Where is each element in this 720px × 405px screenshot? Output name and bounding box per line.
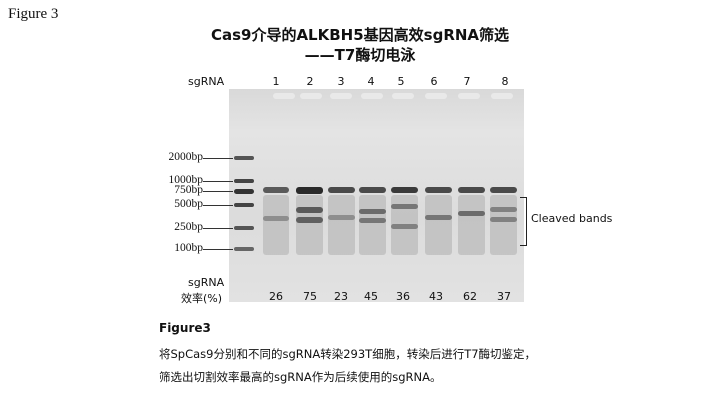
ladder-line: [203, 158, 233, 159]
lane-number: 2: [306, 75, 314, 88]
efficiency-value: 37: [497, 290, 511, 303]
gel-image: [229, 89, 524, 302]
efficiency-value: 75: [303, 290, 317, 303]
lane-number: 5: [397, 75, 405, 88]
caption-line-2: 筛选出切割效率最高的sgRNA作为后续使用的sgRNA。: [159, 370, 442, 384]
cleaved-bands-bracket: [520, 197, 527, 246]
lane-number: 4: [367, 75, 375, 88]
efficiency-header: sgRNA: [188, 276, 225, 289]
ladder-label: 100bp: [174, 242, 203, 254]
lane-number: 6: [430, 75, 438, 88]
efficiency-value: 23: [334, 290, 348, 303]
lane-number: 8: [501, 75, 509, 88]
ladder-label: 250bp: [174, 221, 203, 233]
ladder-line: [203, 205, 233, 206]
lane-number: 3: [337, 75, 345, 88]
ladder-line: [203, 181, 233, 182]
lane-number: 1: [272, 75, 280, 88]
efficiency-value: 62: [463, 290, 477, 303]
caption-line-1: 将SpCas9分别和不同的sgRNA转染293T细胞，转染后进行T7酶切鉴定，: [159, 347, 537, 361]
figure-title: Cas9介导的ALKBH5基因高效sgRNA筛选: [210, 26, 510, 44]
efficiency-value: 26: [269, 290, 283, 303]
lane-header: sgRNA: [188, 75, 225, 88]
efficiency-value: 36: [396, 290, 410, 303]
caption-heading: Figure3: [159, 321, 211, 335]
ladder-line: [203, 249, 233, 250]
ladder-line: [203, 228, 233, 229]
figure-label: Figure 3: [8, 6, 59, 22]
ladder-label: 2000bp: [168, 151, 204, 163]
efficiency-value: 43: [429, 290, 443, 303]
cleaved-bands-label: Cleaved bands: [531, 212, 613, 225]
ladder-line: [203, 191, 233, 192]
ladder-label: 750bp: [174, 184, 203, 196]
ladder-label: 500bp: [174, 198, 203, 210]
figure-subtitle: ——T7酶切电泳: [304, 46, 416, 64]
ladder-label: 1000bp: [168, 174, 204, 186]
lane-number: 7: [463, 75, 471, 88]
efficiency-value: 45: [364, 290, 378, 303]
efficiency-header-unit: 效率(%): [181, 292, 223, 305]
